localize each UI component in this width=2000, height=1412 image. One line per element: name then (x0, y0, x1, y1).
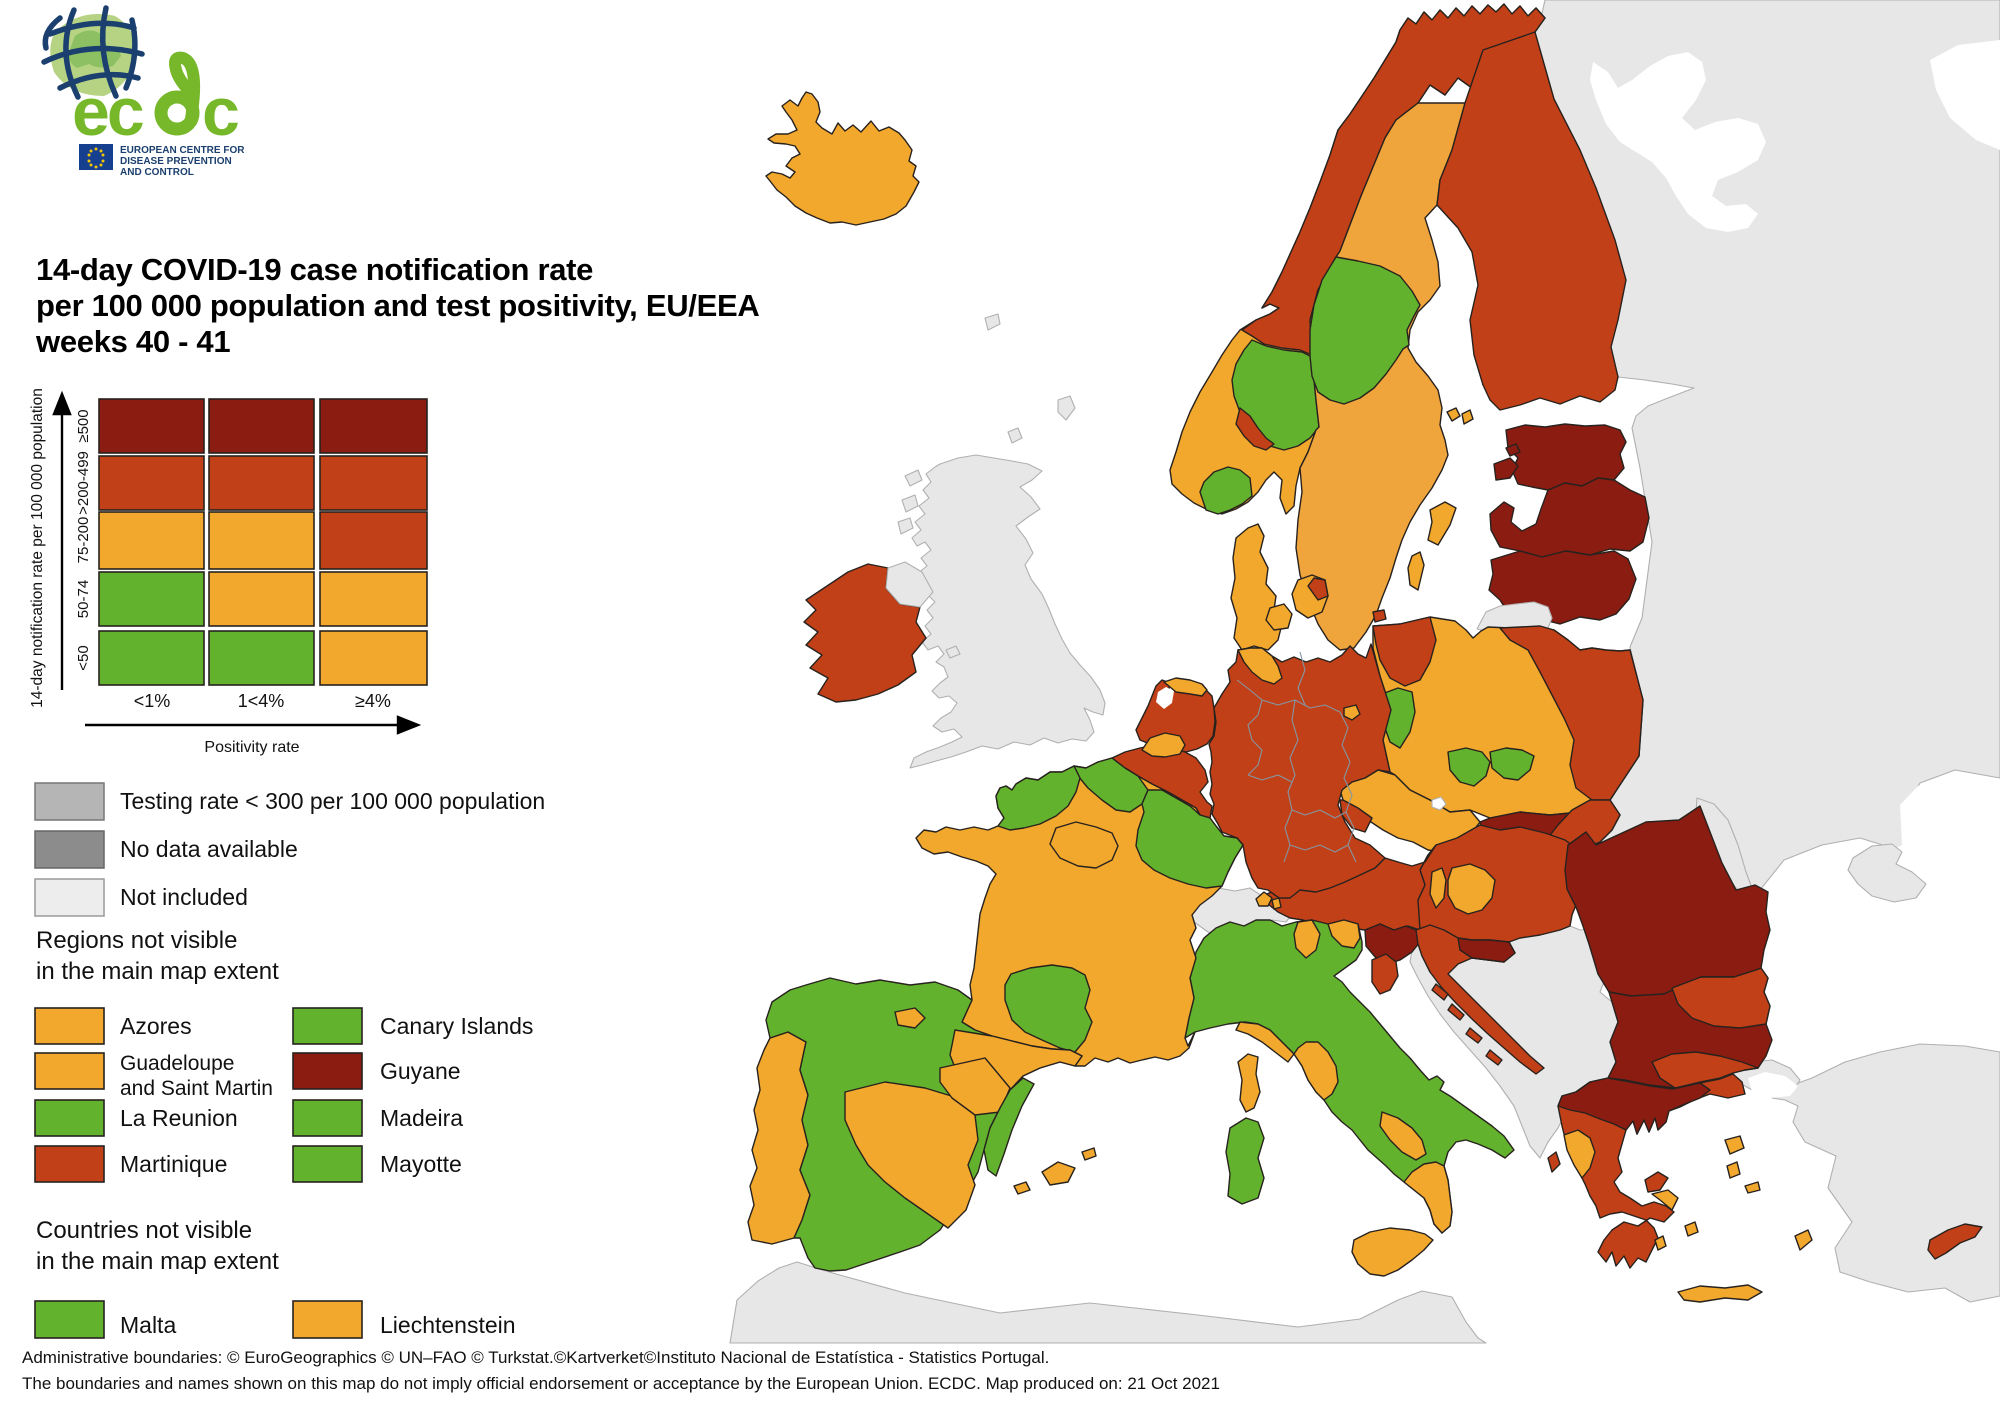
svg-text:<50: <50 (75, 645, 92, 670)
svg-text:DISEASE PREVENTION: DISEASE PREVENTION (120, 156, 232, 167)
svg-text:EUROPEAN CENTRE FOR: EUROPEAN CENTRE FOR (120, 145, 245, 156)
svg-text:c: c (202, 74, 240, 150)
svg-text:75-200: 75-200 (75, 517, 92, 564)
svg-text:1<4%: 1<4% (238, 691, 285, 711)
svg-text:50-74: 50-74 (75, 580, 92, 618)
svg-text:≥4%: ≥4% (355, 691, 391, 711)
svg-text:>200-499: >200-499 (75, 451, 92, 515)
svg-text:14-day notification rate per 1: 14-day notification rate per 100 000 pop… (29, 388, 46, 708)
svg-text:AND CONTROL: AND CONTROL (120, 167, 194, 178)
svg-text:ec: ec (72, 74, 143, 150)
svg-text:≥500: ≥500 (75, 409, 92, 442)
svg-text:<1%: <1% (134, 691, 171, 711)
svg-text:Positivity rate: Positivity rate (204, 739, 299, 756)
